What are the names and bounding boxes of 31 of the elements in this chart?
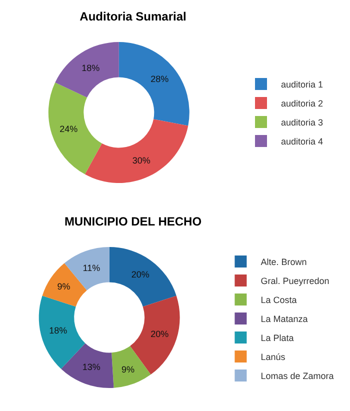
data-label: 18% [49,326,68,336]
donut-slice [55,42,119,98]
legend-label: auditoria 4 [281,136,324,147]
donut-slice [118,42,190,126]
legend-label: Alte. Brown [260,257,307,268]
donut-slice [109,247,176,307]
donut-slice [84,119,188,183]
data-label: 20% [131,270,150,280]
chart-title: MUNICIPIO DEL HECHO [64,214,202,229]
data-label: 9% [121,364,135,374]
legend-label: La Matanza [260,314,308,324]
data-label: 13% [82,362,100,372]
legend-label: auditoria 3 [281,118,324,128]
legend-label: La Costa [260,295,297,306]
legend-label: auditoria 2 [281,98,324,109]
donut-slice [112,346,151,388]
data-label: 24% [60,124,78,134]
data-label: 20% [150,328,169,339]
donut-slice [61,343,114,388]
legend-label: Gral. Pueyrredon [260,276,330,286]
data-label: 28% [150,74,169,84]
donut-slice [48,82,102,174]
chart-title: Auditoria Sumarial [80,10,186,24]
legend-label: Lomas de Zamora [260,371,334,382]
data-label: 9% [57,282,70,292]
legend-label: La Plata [260,333,294,344]
legend-label: Lanús [260,352,286,362]
data-label: 18% [82,62,100,73]
legend-label: auditoria 1 [281,80,324,90]
data-label: 30% [132,155,150,166]
data-label: 11% [82,262,100,273]
